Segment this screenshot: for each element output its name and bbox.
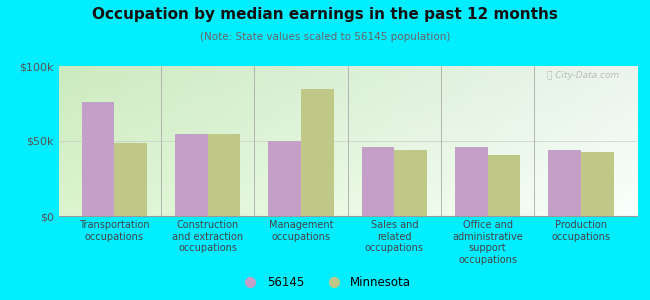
Legend: 56145, Minnesota: 56145, Minnesota — [234, 272, 416, 294]
Bar — [581, 152, 614, 216]
Bar — [301, 88, 333, 216]
Text: ⓘ City-Data.com: ⓘ City-Data.com — [547, 70, 619, 80]
Bar — [114, 142, 147, 216]
Bar — [208, 134, 240, 216]
Bar — [549, 150, 581, 216]
Bar — [82, 102, 114, 216]
Bar — [395, 150, 427, 216]
Bar — [175, 134, 208, 216]
Bar — [455, 147, 488, 216]
Bar — [488, 154, 521, 216]
Bar — [362, 147, 395, 216]
Text: (Note: State values scaled to 56145 population): (Note: State values scaled to 56145 popu… — [200, 32, 450, 41]
Text: Occupation by median earnings in the past 12 months: Occupation by median earnings in the pas… — [92, 8, 558, 22]
Bar — [268, 141, 301, 216]
